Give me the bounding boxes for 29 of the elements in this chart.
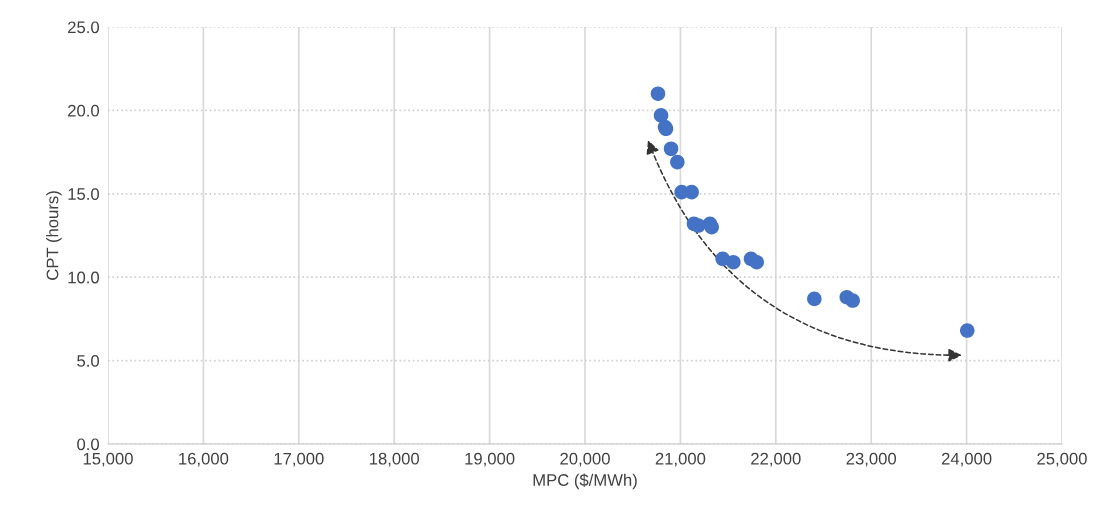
point: [653, 108, 669, 123]
x-tick-label: 22,000: [751, 452, 801, 467]
y-axis-title: CPT (hours): [46, 191, 62, 280]
x-tick-label: 20,000: [560, 452, 610, 467]
point: [684, 184, 699, 200]
x-tick-label: 23,000: [846, 452, 897, 467]
x-tick-label: 19,000: [465, 452, 515, 467]
point: [670, 154, 685, 170]
y-tick-label: 0.0: [77, 438, 100, 451]
x-tick-label: 17,000: [274, 452, 324, 467]
y-tick-label: 25.0: [68, 21, 100, 34]
point: [663, 141, 679, 157]
x-tick-label: 24,000: [941, 452, 992, 467]
x-tick-label: 16,000: [179, 452, 229, 467]
point: [845, 293, 860, 308]
y-tick-label: 20.0: [68, 104, 100, 117]
y-tick-label: 5.0: [77, 355, 100, 367]
x-tick-label: 18,000: [369, 452, 420, 467]
x-tick-label: 25,000: [1037, 452, 1087, 467]
point: [959, 323, 975, 338]
point: [650, 86, 666, 101]
y-tick-label: 10.0: [68, 271, 100, 284]
x-tick-label: 15,000: [83, 452, 133, 467]
point: [749, 254, 764, 270]
point: [726, 254, 741, 270]
point: [807, 291, 822, 307]
y-tick-label: 15.0: [68, 188, 100, 200]
x-tick-label: 21,000: [655, 452, 706, 467]
x-axis-title: MPC ($/MWh): [533, 473, 637, 490]
